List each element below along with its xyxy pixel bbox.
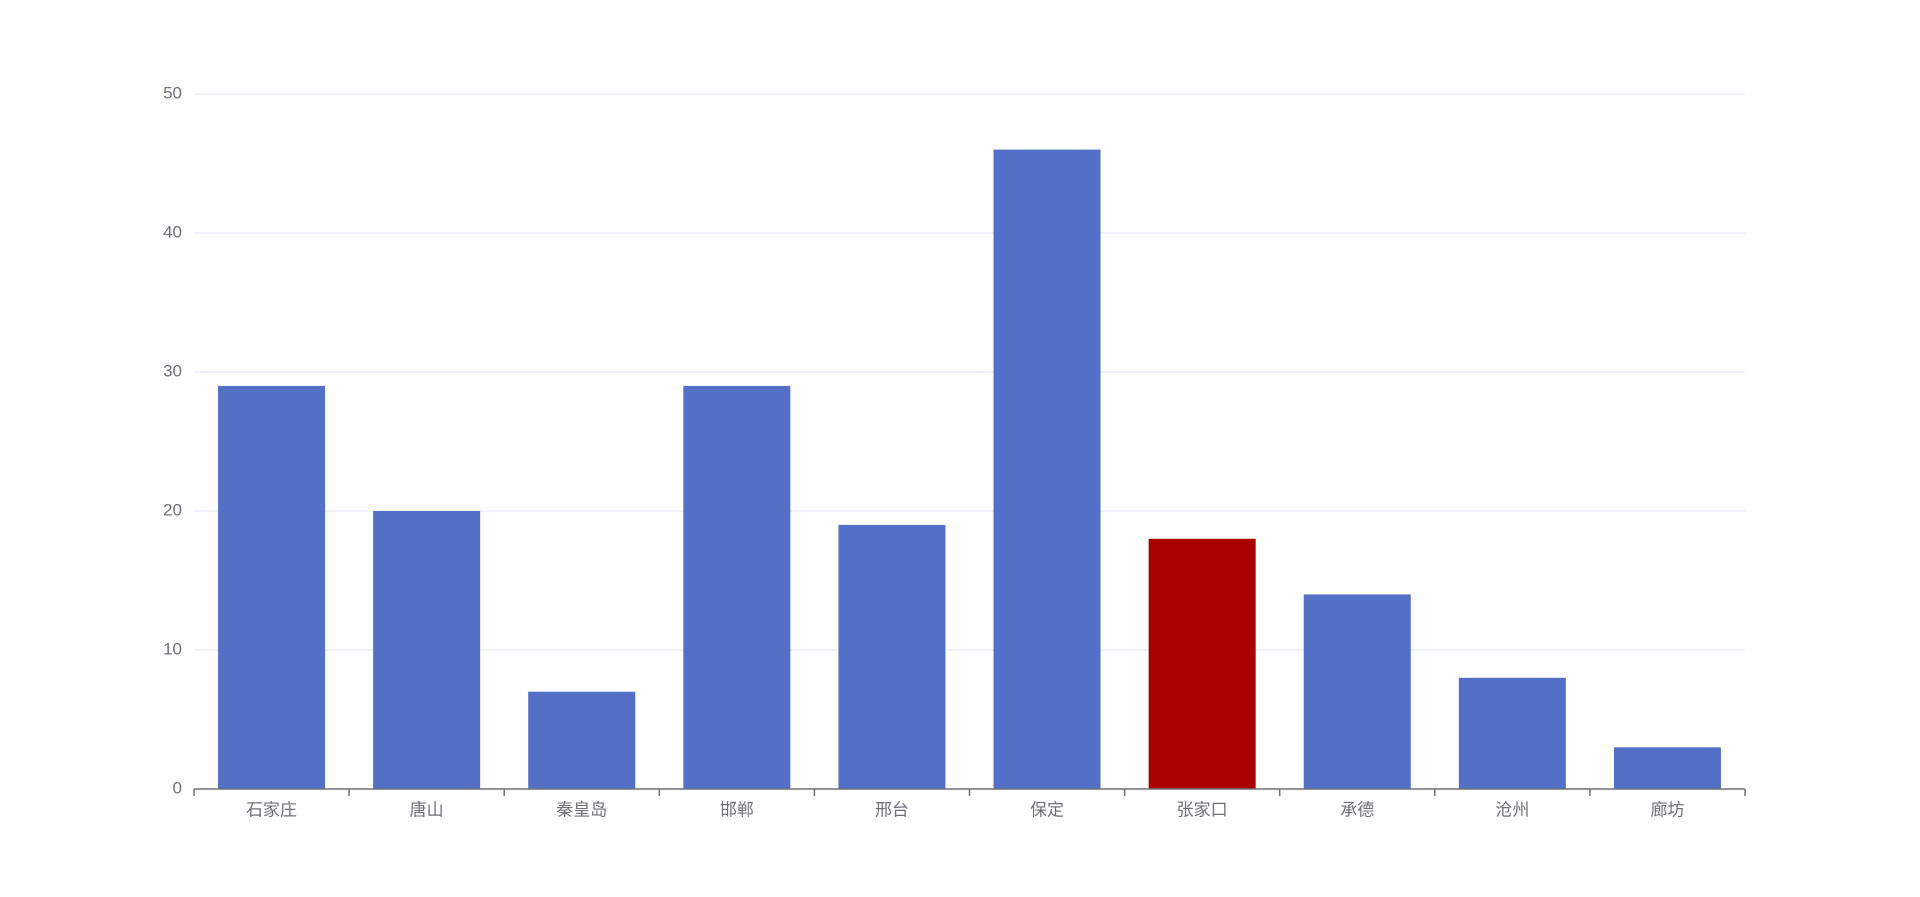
x-tick-label: 唐山 [410,799,444,819]
y-tick-label: 30 [163,361,182,380]
bar [528,691,636,789]
x-tick-label: 保定 [1030,800,1064,819]
bar [1148,538,1256,789]
y-tick-label: 10 [163,639,182,658]
bar [218,385,326,789]
bar [683,385,791,789]
bar [1303,594,1411,789]
x-tick-label: 沧州 [1495,800,1529,819]
bar [993,149,1101,790]
x-tick-label: 石家庄 [246,800,297,819]
x-tick-label: 秦皇岛 [556,800,607,819]
y-tick-label: 50 [163,83,182,102]
bar [1458,677,1566,789]
bar [838,524,946,789]
x-tick-label: 邢台 [875,800,909,819]
bar [373,511,481,789]
x-tick-label: 张家口 [1177,800,1228,819]
x-tick-label: 廊坊 [1650,800,1684,819]
y-tick-label: 0 [173,778,182,797]
bar [1613,747,1721,789]
x-tick-label: 承德 [1340,800,1374,819]
y-tick-label: 20 [163,500,182,519]
x-tick-label: 邯郸 [720,800,754,819]
y-tick-label: 40 [163,222,182,241]
